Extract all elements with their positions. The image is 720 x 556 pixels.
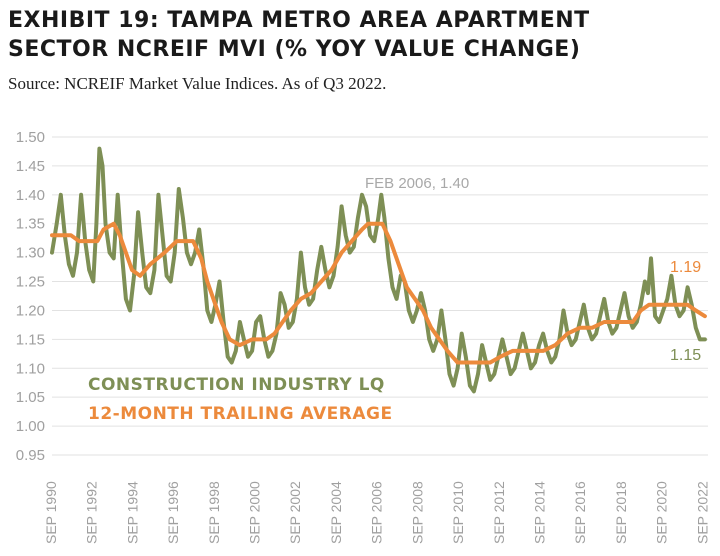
y-tick-label: 1.50	[16, 129, 45, 146]
x-tick-label: SEP 1994	[124, 481, 140, 544]
construction-lq-line	[50, 146, 707, 394]
y-tick-label: 1.20	[16, 302, 45, 319]
chart-source-note: Source: NCREIF Market Value Indices. As …	[8, 74, 387, 93]
x-tick-label: SEP 2008	[409, 481, 425, 544]
lq-end-label: 1.15	[670, 347, 701, 364]
peak-annotation: FEB 2006, 1.40	[365, 175, 469, 192]
trailing-average-end-label: 1.19	[670, 259, 701, 276]
x-tick-label: SEP 2010	[450, 481, 466, 544]
x-tick-label: SEP 2018	[613, 481, 629, 544]
y-tick-label: 1.10	[16, 360, 45, 377]
x-tick-label: SEP 2004	[328, 481, 344, 544]
y-tick-label: 1.00	[16, 418, 45, 435]
chart-title: EXHIBIT 19: TAMPA METRO AREA APARTMENT S…	[8, 6, 708, 64]
trailing-average-line	[50, 221, 707, 365]
legend-label: CONSTRUCTION INDUSTRY LQ	[88, 375, 385, 395]
y-tick-label: 1.05	[16, 389, 45, 406]
x-tick-label: SEP 2014	[531, 481, 547, 544]
x-tick-label: SEP 1996	[165, 481, 181, 544]
x-tick-label: SEP 2020	[654, 481, 670, 544]
x-tick-label: SEP 1998	[206, 481, 222, 544]
x-tick-label: SEP 2012	[491, 481, 507, 544]
x-tick-label: SEP 2006	[369, 481, 385, 544]
x-tick-label: SEP 2000	[247, 481, 263, 544]
y-tick-label: 1.25	[16, 274, 45, 291]
y-tick-label: 1.45	[16, 158, 45, 175]
y-tick-label: 0.95	[16, 447, 45, 464]
y-tick-label: 1.15	[16, 331, 45, 348]
y-tick-label: 1.40	[16, 187, 45, 204]
x-tick-label: SEP 2022	[694, 481, 710, 544]
y-tick-label: 1.35	[16, 216, 45, 233]
chart-title-line-2: SECTOR NCREIF MVI (% YOY VALUE CHANGE)	[8, 37, 581, 62]
y-tick-label: 1.30	[16, 245, 45, 262]
x-tick-label: SEP 2002	[287, 481, 303, 544]
x-tick-label: SEP 1990	[43, 481, 59, 544]
x-tick-label: SEP 2016	[572, 481, 588, 544]
x-tick-label: SEP 1992	[84, 481, 100, 544]
legend-label: 12-MONTH TRAILING AVERAGE	[88, 404, 393, 424]
chart-title-line-1: EXHIBIT 19: TAMPA METRO AREA APARTMENT	[8, 8, 590, 33]
